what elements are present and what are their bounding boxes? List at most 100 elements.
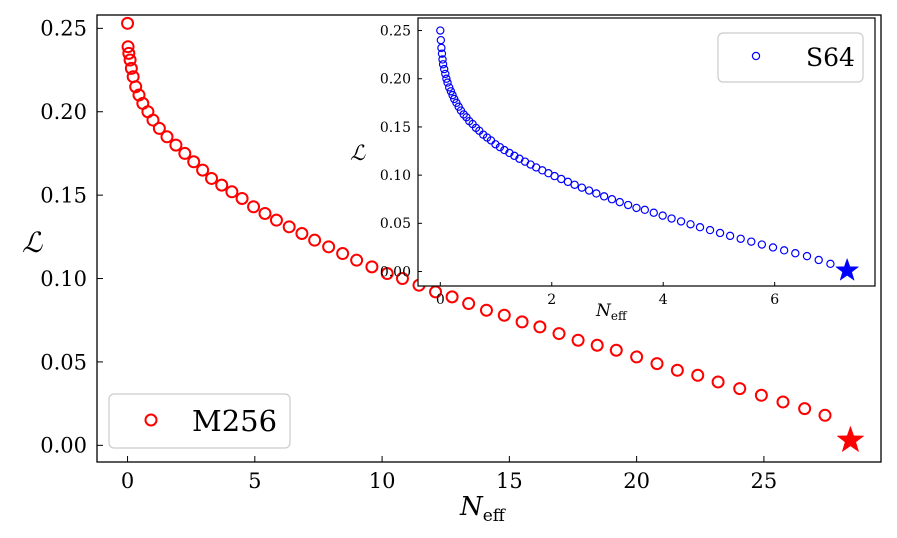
main-star-marker — [836, 425, 865, 453]
inset-y-tick-label: 0.00 — [380, 264, 411, 280]
inset-data-point — [437, 49, 447, 58]
main-data-point — [205, 171, 219, 185]
inset-data-point — [715, 228, 725, 238]
main-data-point — [776, 395, 790, 409]
inset-data-point — [599, 192, 609, 201]
inset-data-point — [570, 180, 579, 189]
inset-x-ticks: 0 2 4 6 — [436, 282, 779, 308]
main-data-point — [235, 191, 249, 205]
inset-data-point — [779, 246, 789, 255]
main-data-point — [445, 290, 459, 304]
main-data-point — [322, 240, 336, 254]
main-data-point — [247, 200, 261, 214]
inset-data-point — [676, 217, 686, 226]
inset-star-marker — [834, 257, 860, 281]
inset-data-point — [826, 259, 835, 269]
main-data-point — [609, 343, 623, 357]
inset-data-point — [667, 214, 676, 223]
inset-data-point — [438, 60, 448, 69]
main-series-m256 — [121, 16, 832, 422]
inset-y-tick-label: 0.15 — [380, 120, 411, 136]
inset-data-point — [623, 200, 633, 210]
inset-legend: S64 — [717, 32, 864, 83]
main-data-point — [169, 138, 183, 152]
main-data-point — [479, 303, 493, 317]
inset-data-point — [791, 249, 800, 258]
main-data-point — [121, 16, 135, 30]
main-x-axis-label-main: N — [459, 492, 484, 522]
inset-data-point — [632, 203, 641, 213]
main-data-point — [187, 155, 201, 169]
inset-x-axis-label: Neff — [595, 301, 628, 323]
main-y-tick-label: 0.15 — [40, 183, 87, 207]
inset-x-axis-label-sub: eff — [611, 309, 628, 323]
inset-data-point — [814, 255, 823, 265]
main-data-point — [571, 333, 585, 347]
main-legend-label: M256 — [192, 404, 277, 438]
inset-data-point — [445, 83, 454, 92]
inset-data-point — [686, 220, 695, 229]
inset-y-axis-label: ℒ — [350, 141, 366, 165]
main-data-point — [336, 247, 350, 261]
main-data-point — [711, 375, 725, 389]
inset-x-tick-label: 6 — [770, 292, 779, 308]
inset-plot: 0.00 0.05 0.10 0.15 0.20 0.25 0 2 4 6 ℒ Neff S64 — [350, 17, 876, 323]
main-data-point — [754, 388, 768, 402]
main-legend: M256 — [108, 393, 291, 449]
inset-data-point — [441, 69, 450, 79]
inset-data-point — [607, 195, 617, 204]
inset-data-point — [495, 142, 505, 152]
inset-data-point — [725, 231, 735, 241]
main-x-tick-label: 15 — [496, 469, 523, 493]
main-data-point — [308, 233, 322, 247]
main-data-point — [670, 363, 684, 377]
inset-data-point — [615, 197, 624, 207]
main-y-tick-label: 0.00 — [40, 434, 87, 458]
inset-x-tick-label: 4 — [659, 292, 668, 308]
main-data-point — [515, 315, 529, 329]
inset-data-point — [658, 211, 667, 220]
inset-data-point — [438, 55, 447, 64]
main-data-point — [380, 267, 394, 281]
main-data-point — [630, 350, 644, 364]
inset-data-point — [757, 240, 767, 249]
inset-data-point — [747, 237, 756, 246]
inset-data-point — [768, 243, 778, 252]
main-x-tick-label: 10 — [369, 469, 396, 493]
main-data-point — [124, 61, 138, 75]
inset-data-point — [436, 26, 445, 35]
inset-data-point — [557, 174, 566, 184]
main-highlight-star — [836, 425, 865, 453]
inset-highlight-star — [834, 257, 860, 281]
main-data-point — [497, 308, 511, 322]
inset-data-point — [459, 110, 468, 119]
main-x-tick-label: 0 — [121, 469, 134, 493]
main-data-point — [282, 220, 296, 234]
main-data-point — [295, 226, 309, 240]
inset-legend-box — [717, 32, 864, 83]
inset-legend-label: S64 — [806, 43, 855, 72]
main-data-point — [178, 146, 192, 160]
inset-x-tick-label: 0 — [436, 292, 445, 308]
main-x-tick-label: 25 — [751, 469, 778, 493]
inset-data-point — [640, 205, 650, 215]
inset-legend-marker — [751, 51, 761, 61]
inset-data-point — [584, 186, 594, 195]
inset-data-point — [705, 225, 715, 235]
inset-x-tick-label: 2 — [547, 292, 556, 308]
inset-y-tick-label: 0.20 — [380, 72, 411, 88]
main-data-point — [395, 272, 409, 286]
main-data-point — [733, 382, 747, 396]
inset-data-point — [491, 140, 500, 149]
inset-y-ticks: 0.00 0.05 0.10 0.15 0.20 0.25 — [380, 23, 422, 280]
inset-data-point — [550, 171, 559, 181]
main-data-point — [123, 53, 137, 67]
main-data-point — [650, 357, 664, 371]
inset-y-tick-label: 0.25 — [380, 23, 411, 39]
main-x-tick-label: 5 — [248, 469, 261, 493]
main-y-ticks: 0.00 0.05 0.10 0.15 0.20 0.25 — [40, 17, 103, 458]
main-x-axis-label: Neff — [459, 492, 507, 526]
inset-data-point — [442, 74, 451, 83]
main-data-point — [590, 338, 604, 352]
